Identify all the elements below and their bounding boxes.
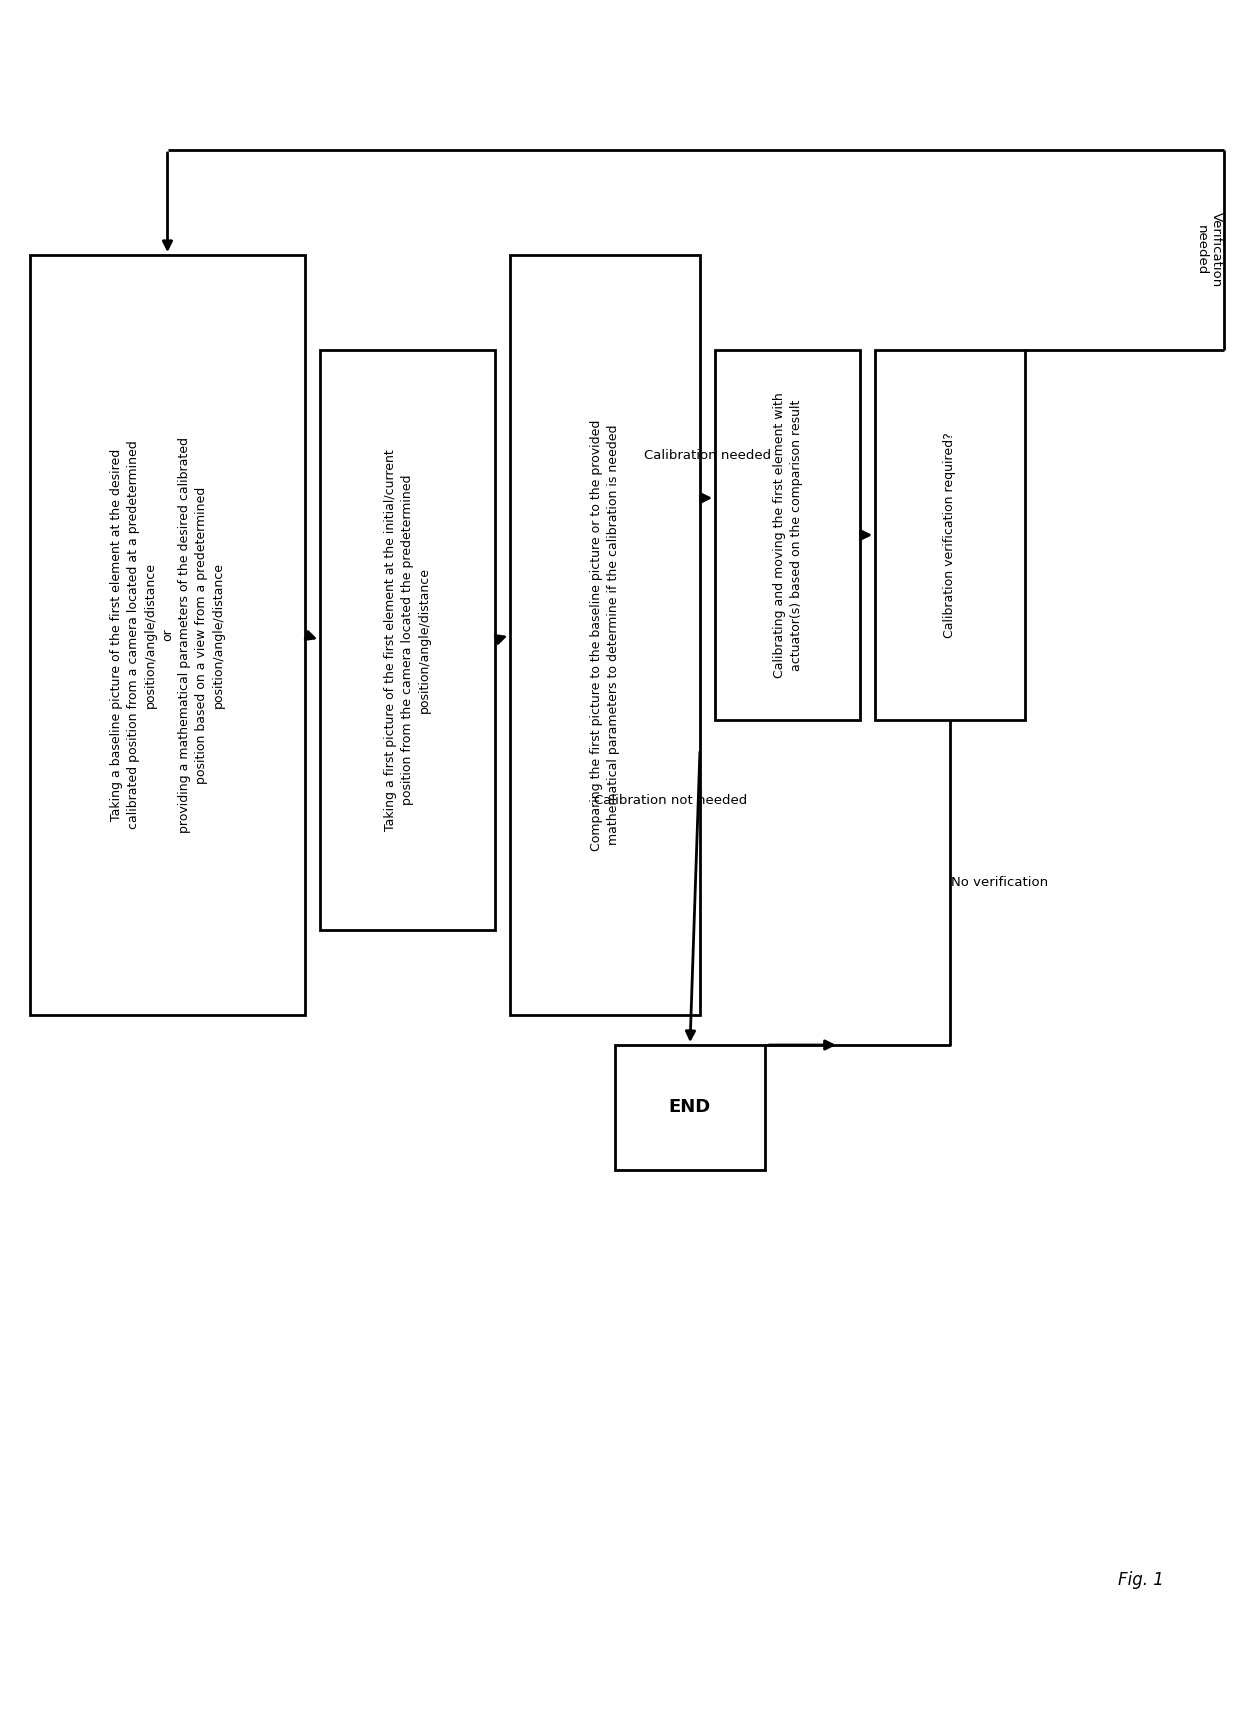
Bar [30, 255, 305, 1015]
Text: Fig. 1: Fig. 1 [1118, 1571, 1163, 1589]
Text: Comparing the first picture to the baseline picture or to the provided
mathemati: Comparing the first picture to the basel… [590, 419, 620, 851]
Bar [875, 350, 1025, 719]
Text: Calibration not needed: Calibration not needed [594, 793, 746, 807]
Text: Calibration verification required?: Calibration verification required? [944, 432, 956, 637]
Text: Taking a first picture of the first element at the initial/current
position from: Taking a first picture of the first elem… [384, 449, 432, 831]
Text: No verification: No verification [951, 877, 1048, 889]
Text: Calibration needed: Calibration needed [644, 449, 771, 461]
Text: END: END [668, 1099, 711, 1116]
Bar [510, 255, 701, 1015]
Bar [715, 350, 861, 719]
Text: Taking a baseline picture of the first element at the desired
calibrated positio: Taking a baseline picture of the first e… [110, 438, 224, 832]
Text: Calibrating and moving the first element with
actuator(s) based on the compariso: Calibrating and moving the first element… [773, 391, 802, 678]
Bar [615, 1044, 765, 1171]
Bar [320, 350, 495, 930]
Text: Verification
needed: Verification needed [1195, 212, 1223, 287]
